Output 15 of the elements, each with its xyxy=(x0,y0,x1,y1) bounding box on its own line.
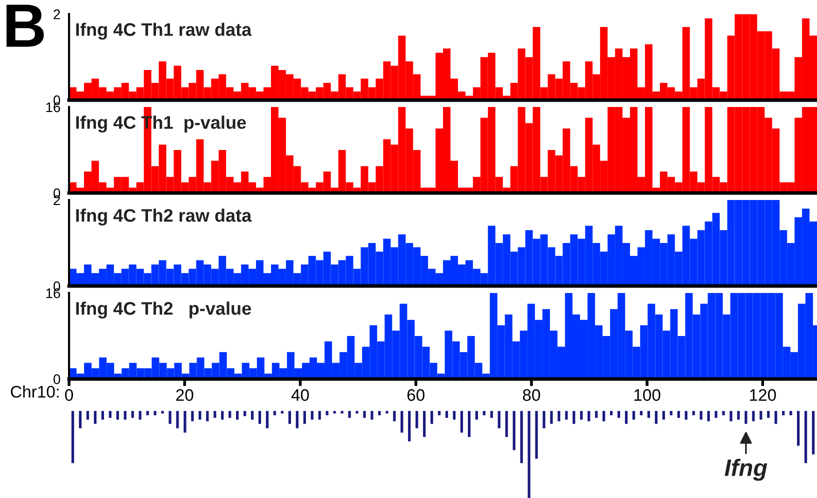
x-tick-label: 40 xyxy=(291,389,309,401)
x-axis-title: Chr10: xyxy=(10,385,59,398)
x-tick-label: 0 xyxy=(65,389,74,401)
x-tick-label: 60 xyxy=(407,389,424,401)
chart-title: Ifng 4C Th2 raw data xyxy=(76,208,252,226)
y-tick-label: 0 xyxy=(54,374,60,384)
x-tick-label: 100 xyxy=(634,389,660,401)
annotation: Ifng xyxy=(724,458,768,481)
chart-title: Ifng 4C Th1 raw data xyxy=(76,22,252,40)
chart-title: Ifng 4C Th2 p-value xyxy=(76,302,251,318)
x-tick-label: 20 xyxy=(176,389,194,401)
x-tick-label: 120 xyxy=(750,389,776,401)
x-tick-label: 80 xyxy=(522,389,540,401)
y-tick-label: 2 xyxy=(54,9,60,20)
text: B xyxy=(6,4,44,47)
